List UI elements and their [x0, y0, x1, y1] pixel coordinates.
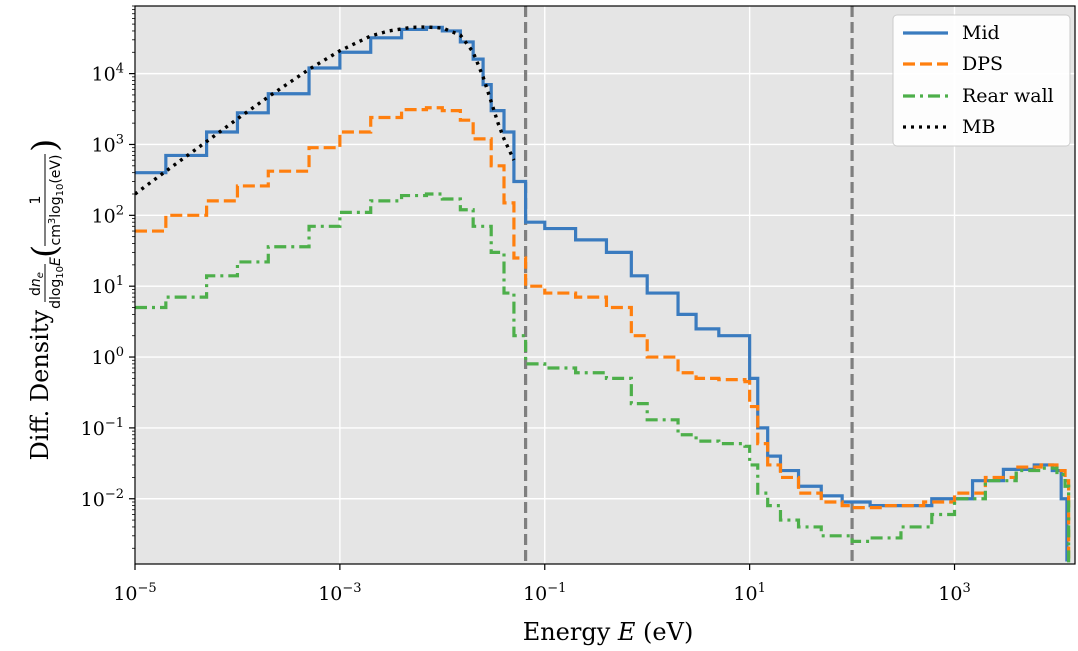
y-axis-label: Diff. Density dne dlog10E ( 1 cm3log10(e…	[25, 139, 66, 461]
legend-label-mb: MB	[962, 116, 995, 138]
x-tick-label: 103	[938, 581, 970, 605]
series-line-dps	[135, 106, 1071, 564]
x-axis: 10−5 10−3 10−1 101 103	[113, 564, 971, 605]
legend: Mid DPS Rear wall MB	[892, 14, 1071, 147]
y-tick-label: 104	[92, 62, 124, 86]
y-tick-label: 102	[92, 203, 124, 227]
legend-entry-mb: MB	[903, 116, 995, 138]
svg-text:1: 1	[28, 196, 44, 205]
plot-frame	[134, 5, 1076, 565]
legend-label-dps: DPS	[962, 53, 1003, 75]
y-tick-label: 100	[92, 345, 124, 369]
y-tick-label: 10−2	[81, 487, 124, 511]
series-line-rear-wall	[135, 192, 1071, 564]
legend-entry-mid: Mid	[903, 22, 1000, 44]
svg-text:cm3log10(eV): cm3log10(eV)	[47, 155, 66, 246]
x-axis-label-var: E	[617, 618, 636, 646]
x-axis-label: Energy E (eV)	[523, 618, 694, 646]
svg-text:): )	[25, 139, 65, 152]
svg-text:(: (	[25, 245, 65, 258]
legend-label-mid: Mid	[962, 22, 1000, 44]
legend-label-rear-wall: Rear wall	[962, 85, 1054, 107]
legend-box	[892, 14, 1071, 147]
y-axis-label-text: Diff. Density	[26, 310, 54, 461]
legend-entry-rear-wall: Rear wall	[903, 85, 1054, 107]
x-tick-label: 10−3	[318, 581, 361, 605]
y-tick-label: 10−1	[81, 416, 124, 440]
x-axis-label-text: Energy	[523, 618, 618, 646]
y-axis: 10−2 10−1 100 101 102 103 104	[81, 5, 135, 549]
series-line-mb	[135, 25, 516, 196]
y-tick-label: 103	[92, 132, 124, 156]
x-tick-label: 10−1	[523, 581, 566, 605]
x-tick-label: 101	[733, 581, 765, 605]
y-tick-label: 101	[92, 274, 124, 298]
svg-text:dne: dne	[28, 272, 46, 296]
svg-text:dlog10E: dlog10E	[48, 257, 66, 309]
x-axis-label-unit: (eV)	[635, 618, 693, 646]
legend-entry-dps: DPS	[903, 53, 1003, 75]
x-tick-label: 10−5	[113, 581, 156, 605]
series-layer	[135, 25, 1071, 564]
y-axis-label-unit: dne dlog10E ( 1 cm3log10(eV) )	[25, 139, 66, 309]
